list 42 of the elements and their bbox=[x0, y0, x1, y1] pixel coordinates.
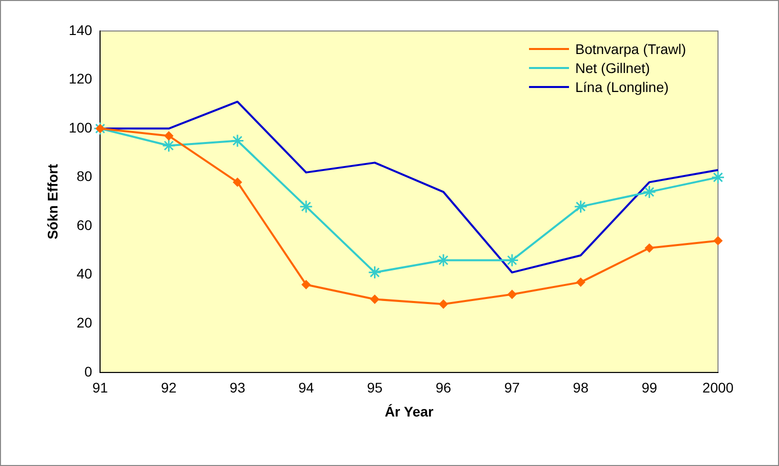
point bbox=[164, 131, 174, 140]
point bbox=[368, 266, 382, 280]
y-tick-label: 40 bbox=[76, 266, 92, 282]
legend-label: Net (Gillnet) bbox=[575, 60, 650, 76]
x-tick-label: 96 bbox=[436, 380, 452, 396]
x-tick-label: 2000 bbox=[702, 380, 734, 396]
point bbox=[230, 134, 244, 148]
point bbox=[436, 253, 450, 267]
point bbox=[370, 294, 380, 304]
point bbox=[438, 300, 448, 309]
y-tick-label: 120 bbox=[68, 70, 92, 87]
y-tick-label: 60 bbox=[76, 216, 92, 233]
point bbox=[508, 290, 517, 299]
point bbox=[642, 185, 656, 199]
legend-label: Lína (Longline) bbox=[575, 79, 669, 95]
point bbox=[505, 253, 519, 267]
point bbox=[714, 236, 722, 246]
y-tick-label: 20 bbox=[76, 314, 92, 330]
point bbox=[232, 178, 242, 187]
x-tick-label: 97 bbox=[504, 380, 520, 396]
x-tick-label: 98 bbox=[572, 380, 589, 396]
y-tick-label: 140 bbox=[68, 22, 92, 38]
x-tick-label: 93 bbox=[230, 380, 246, 396]
point bbox=[302, 280, 311, 290]
x-tick-label: 94 bbox=[298, 380, 314, 396]
y-tick-label: 0 bbox=[84, 363, 92, 380]
point bbox=[576, 278, 586, 287]
point bbox=[162, 138, 176, 152]
x-tick-label: 92 bbox=[161, 380, 177, 396]
point bbox=[574, 200, 588, 214]
point bbox=[96, 124, 105, 134]
x-tick-label: 95 bbox=[366, 380, 383, 396]
x-tick-label: 91 bbox=[92, 380, 108, 396]
y-tick-label: 80 bbox=[76, 168, 92, 184]
point bbox=[644, 244, 654, 253]
point bbox=[711, 170, 725, 184]
x-tick-label: 99 bbox=[642, 380, 658, 396]
y-axis-title: Sókn Effort bbox=[44, 164, 60, 240]
y-tick-label: 100 bbox=[68, 119, 92, 136]
legend-label: Botnvarpa (Trawl) bbox=[575, 41, 686, 57]
x-axis-title: Ár Year bbox=[384, 403, 434, 420]
point bbox=[299, 200, 313, 214]
